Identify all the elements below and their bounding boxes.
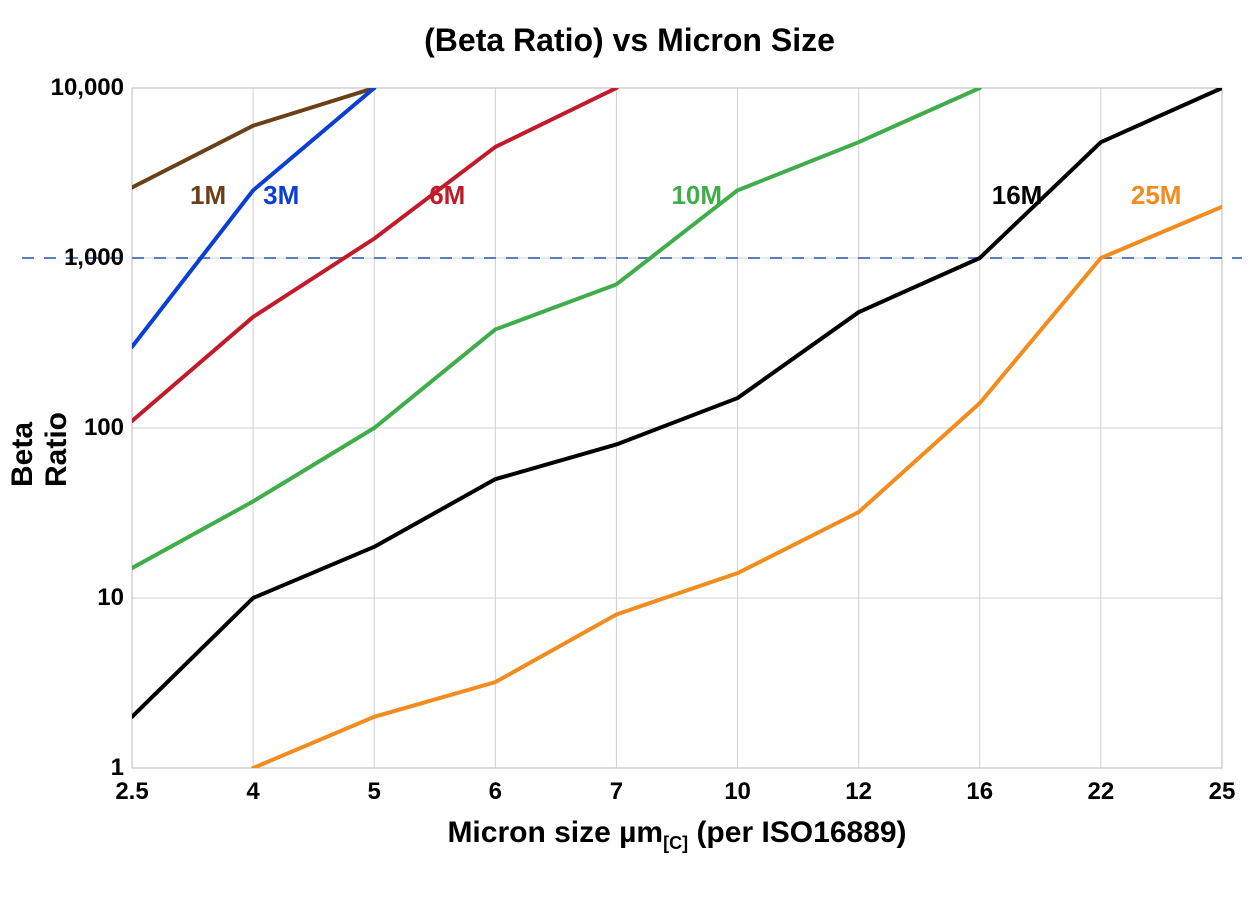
y-tick-label: 10: [97, 584, 124, 612]
y-tick-label: 10,000: [51, 74, 124, 102]
x-tick-label: 22: [1061, 778, 1141, 806]
series-label-3M: 3M: [263, 180, 299, 211]
x-tick-label: 4: [213, 778, 293, 806]
x-tick-label: 6: [455, 778, 535, 806]
series-label-16M: 16M: [992, 180, 1043, 211]
series-label-1M: 1M: [190, 180, 226, 211]
series-label-10M: 10M: [671, 180, 722, 211]
x-tick-label: 16: [940, 778, 1020, 806]
y-tick-label: 100: [84, 414, 124, 442]
chart-container: (Beta Ratio) vs Micron Size Beta Ratio M…: [0, 0, 1259, 902]
series-label-25M: 25M: [1131, 180, 1182, 211]
x-tick-label: 5: [334, 778, 414, 806]
x-tick-label: 2.5: [92, 778, 172, 806]
x-tick-label: 12: [819, 778, 899, 806]
x-tick-label: 10: [698, 778, 778, 806]
x-tick-label: 7: [576, 778, 656, 806]
series-label-6M: 6M: [429, 180, 465, 211]
x-tick-label: 25: [1182, 778, 1259, 806]
y-tick-label: 1,000: [64, 244, 124, 272]
chart-plot: [0, 0, 1259, 902]
